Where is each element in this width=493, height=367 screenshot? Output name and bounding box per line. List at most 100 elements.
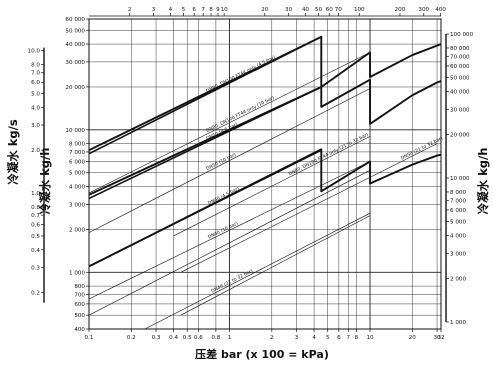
right-tick-label: 100 000 [450,32,474,38]
right-tick-label: 80 000 [450,46,470,52]
y-axis-title-kg-h-left: 冷凝水 kg/h [38,148,52,215]
right-tick-label: 7 000 [450,198,466,204]
kg-s-tick-label: 4.0 [31,105,40,111]
y-tick-label: 10 000 [65,128,85,134]
y-tick-label: 40 000 [65,42,85,48]
x-tick-label: 2 [270,335,274,341]
y-tick-label: 7 000 [69,150,85,156]
x-tick-label: 3 [295,335,299,341]
y-tick-label: 500 [74,313,85,319]
x-tick-label: 0.5 [183,335,192,341]
y-tick-label: 700 [74,292,85,298]
right-tick-label: 60 000 [450,64,470,70]
top-tick-label: 20 [261,7,269,13]
x-tick-label: 30 [433,335,441,341]
x-tick-label: 10 [366,335,374,341]
y-tick-label: 600 [74,302,85,308]
top-tick-label: 50 [315,7,323,13]
x-tick-label: 0.4 [169,335,178,341]
right-tick-label: 6 000 [450,208,466,214]
top-tick-label: 3 [152,7,156,13]
kg-s-tick-label: 7.0 [31,71,40,77]
x-tick-label: 0.6 [194,335,203,341]
y-tick-label: 400 [74,327,85,333]
kg-s-tick-label: 10.0 [28,49,41,55]
series-line [180,143,438,273]
x-axis-title: 压差 bar (x 100 = kPa) [195,347,329,361]
kg-s-tick-label: 0.2 [31,291,40,297]
x-tick-label: 6 [337,335,341,341]
top-tick-label: 2 [128,7,132,13]
series-line [88,161,371,300]
capacity-curve [88,148,442,268]
kg-s-tick-label: 3.0 [31,123,40,129]
series-label: DN80, DN100 FT44 only (21 to 32 bar) [288,132,370,178]
y-tick-label: 30 000 [65,60,85,66]
top-tick-label: 9 [216,7,220,13]
top-tick-label: 8 [209,7,213,13]
series-line [88,170,371,316]
y-tick-label: 20 000 [65,85,85,91]
right-tick-label: 8 000 [450,190,466,196]
capacity-curve [88,78,442,196]
y-tick-label: 5 000 [69,171,85,177]
kg-s-tick-label: 6.0 [31,80,40,86]
kg-s-tick-label: 0.8 [31,205,40,211]
x-tick-label: 0.8 [211,335,220,341]
right-tick-label: 2 000 [450,277,466,283]
y-axis-title-kg-s: 冷凝水 kg/s [6,119,20,185]
x-tick-label: 5 [326,335,330,341]
right-tick-label: 4 000 [450,233,466,239]
y-tick-label: 8 000 [69,142,85,148]
right-tick-label: 3 000 [450,251,466,257]
right-tick-label: 40 000 [450,89,470,95]
kg-s-tick-label: 0.4 [31,248,40,254]
right-tick-label: 10 000 [450,176,470,182]
x-tick-label: 20 [409,335,417,341]
series-label: DN50 (21 to 32 bar) [400,135,444,161]
right-tick-label: 50 000 [450,75,470,81]
kg-s-tick-label: 0.5 [31,234,40,240]
right-tick-label: 5 000 [450,219,466,225]
series-label: DN50 (10 bar) [205,152,237,172]
y-tick-label: 4 000 [69,185,85,191]
series-line [88,88,371,233]
x-tick-label: 8 [355,335,359,341]
right-tick-label: 1 000 [450,320,466,326]
y-tick-label: 1 000 [69,270,85,276]
top-tick-label: 40 [302,7,310,13]
right-tick-label: 70 000 [450,54,470,60]
y-tick-label: 50 000 [65,28,85,34]
kg-s-tick-label: 0.6 [31,223,40,229]
top-tick-label: 30 [285,7,293,13]
series-layer [88,35,442,330]
top-tick-label: 6 [192,7,196,13]
y-tick-label: 800 [74,284,85,290]
x-tick-label: 4 [312,335,316,341]
x-tick-label: 1 [228,335,232,341]
kg-s-tick-label: 8.0 [31,62,40,68]
x-tick-label: 0.2 [127,335,136,341]
series-line [173,136,371,237]
plot-frame [88,18,442,330]
capacity-curve [88,35,442,152]
series-line [88,52,371,194]
y-tick-label: 3 000 [69,202,85,208]
kg-s-tick-label: 2.0 [31,148,40,154]
top-tick-label: 10 [221,7,229,13]
right-tick-label: 30 000 [450,107,470,113]
top-tick-label: 400 [435,7,446,13]
kg-s-tick-label: 5.0 [31,91,40,97]
top-tick-label: 200 [395,7,406,13]
y-tick-label: 60 000 [65,17,85,23]
y-axis-title-kg-h-right: 冷凝水 kg/h [476,148,490,215]
series-line [180,215,371,316]
top-tick-label: 100 [354,7,365,13]
series-label: DN40 (4.5 bar) [207,186,240,207]
top-tick-label: 70 [335,7,343,13]
series-line [144,212,371,330]
top-tick-label: 4 [169,7,173,13]
right-tick-label: 20 000 [450,133,470,139]
y-tick-label: 6 000 [69,159,85,165]
